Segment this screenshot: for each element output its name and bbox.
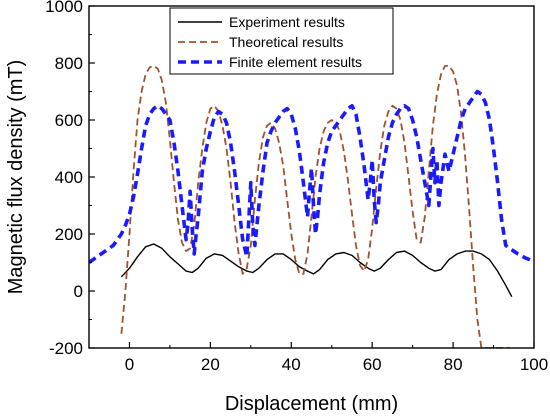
y-tick-label: 600 — [55, 111, 83, 130]
x-tick-label: 80 — [444, 355, 463, 374]
legend: Experiment results Theoretical results Fin… — [169, 7, 394, 75]
y-tick-label: 200 — [55, 225, 83, 244]
legend-label-3: Finite element results — [229, 54, 362, 70]
series-line-2 — [120, 65, 510, 348]
axis-ticks: 0 20 40 60 80 100 -200 0 200 400 600 800 1000 — [45, 0, 548, 374]
y-tick-label: 800 — [55, 54, 83, 73]
y-tick-label: 400 — [55, 168, 83, 187]
x-tick-label: 100 — [520, 355, 548, 374]
x-axis-label: Displacement (mm) — [225, 393, 398, 415]
x-tick-label: 60 — [363, 355, 382, 374]
x-tick-label: 20 — [201, 355, 220, 374]
y-tick-label: 0 — [74, 282, 83, 301]
x-tick-label: 40 — [282, 355, 301, 374]
y-axis-label: Magnetic flux density (mT) — [5, 60, 27, 295]
y-tick-label: 1000 — [45, 0, 83, 16]
legend-label-2: Theoretical results — [229, 34, 343, 50]
x-tick-label: 0 — [125, 355, 134, 374]
plot-content — [89, 65, 534, 348]
series-line-3 — [89, 89, 534, 264]
y-tick-label: -200 — [49, 339, 83, 358]
series-line-1 — [120, 243, 513, 298]
legend-label-1: Experiment results — [229, 14, 345, 30]
